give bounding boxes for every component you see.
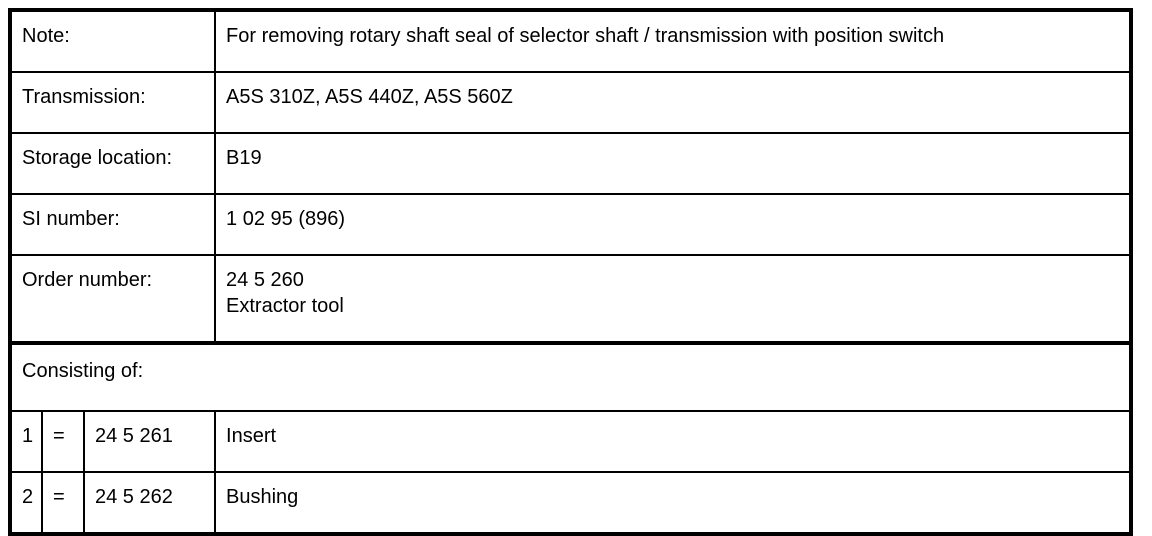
table-row-part: 2 = 24 5 262 Bushing — [10, 471, 1131, 534]
row-label-order-number: Order number: — [10, 254, 217, 344]
row-value-si-number: 1 02 95 (896) — [214, 193, 1131, 256]
part-equals-sign: = — [41, 410, 85, 473]
tool-spec-sheet: Note: For removing rotary shaft seal of … — [8, 8, 1133, 536]
row-label-note: Note: — [10, 10, 217, 73]
tool-specification-table: Note: For removing rotary shaft seal of … — [8, 8, 1133, 536]
table-row-order-number: Order number: 24 5 260 Extractor tool — [10, 254, 1131, 344]
part-name: Bushing — [214, 471, 1131, 534]
table-row-storage-location: Storage location: B19 — [10, 132, 1131, 195]
part-number: 24 5 262 — [82, 471, 217, 534]
part-index: 1 — [10, 410, 43, 473]
part-number: 24 5 261 — [82, 410, 217, 473]
order-number-description: Extractor tool — [226, 295, 344, 317]
table-row-consisting-of: Consisting of: — [10, 341, 1131, 412]
table-row-transmission: Transmission: A5S 310Z, A5S 440Z, A5S 56… — [10, 71, 1131, 134]
part-index: 2 — [10, 471, 43, 534]
part-name: Insert — [214, 410, 1131, 473]
table-row-si-number: SI number: 1 02 95 (896) — [10, 193, 1131, 256]
order-number-value: 24 5 260 — [226, 269, 304, 291]
row-value-transmission: A5S 310Z, A5S 440Z, A5S 560Z — [214, 71, 1131, 134]
row-value-note: For removing rotary shaft seal of select… — [214, 10, 1131, 73]
row-value-order-number: 24 5 260 Extractor tool — [214, 254, 1131, 344]
row-value-storage-location: B19 — [214, 132, 1131, 195]
row-label-storage-location: Storage location: — [10, 132, 217, 195]
table-row-note: Note: For removing rotary shaft seal of … — [10, 10, 1131, 73]
consisting-of-label: Consisting of: — [10, 341, 1131, 412]
table-row-part: 1 = 24 5 261 Insert — [10, 410, 1131, 473]
row-label-transmission: Transmission: — [10, 71, 217, 134]
row-label-si-number: SI number: — [10, 193, 217, 256]
part-equals-sign: = — [41, 471, 85, 534]
